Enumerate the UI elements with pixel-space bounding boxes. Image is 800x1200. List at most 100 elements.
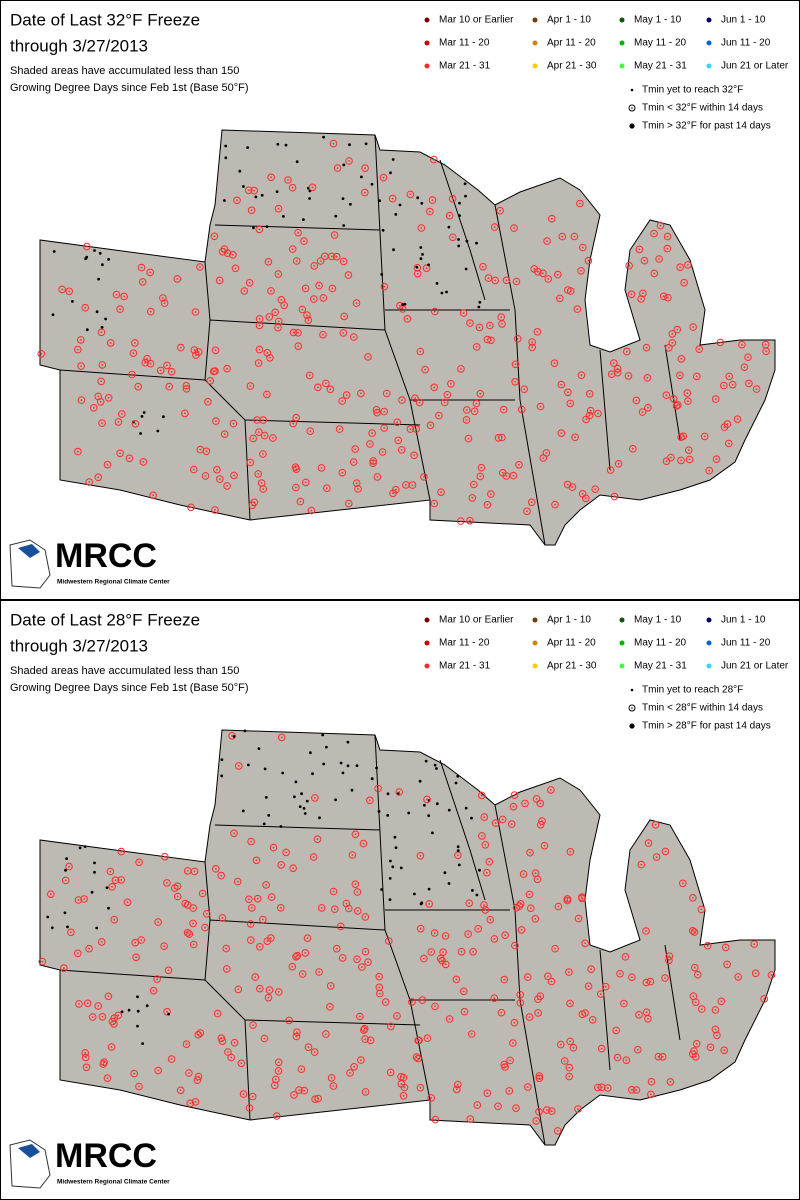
legend-swatch <box>532 40 538 46</box>
station-core <box>696 973 699 976</box>
station-dot <box>267 814 271 817</box>
legend-swatch <box>424 663 430 669</box>
station-core <box>672 397 675 400</box>
station-dot <box>370 182 374 186</box>
station-ring <box>60 964 68 972</box>
state-border <box>599 949 611 1071</box>
station-ring <box>256 943 264 951</box>
station-ring <box>80 895 88 903</box>
station-core <box>306 937 309 940</box>
station-ring <box>117 847 126 856</box>
station-core <box>476 1104 479 1106</box>
station-ring <box>462 416 471 424</box>
station-ring <box>335 425 344 433</box>
station-ring <box>430 383 439 392</box>
station-core <box>588 414 591 417</box>
station-ring <box>131 339 139 347</box>
station-dot <box>282 215 285 218</box>
station-core <box>253 189 256 192</box>
station-core <box>184 902 187 905</box>
station-dot <box>295 160 299 164</box>
station-core <box>263 1037 266 1040</box>
station-dot <box>220 758 224 761</box>
legend-swatch <box>706 40 712 46</box>
station-ring <box>173 892 182 901</box>
state-border <box>439 159 486 301</box>
station-core <box>679 266 681 269</box>
station-ring <box>711 395 720 403</box>
logo-lakes <box>18 1144 40 1158</box>
station-ring <box>181 899 189 908</box>
station-core <box>510 823 513 825</box>
station-core <box>486 871 488 874</box>
station-core <box>472 483 475 486</box>
station-ring <box>139 458 148 466</box>
station-core <box>101 1015 104 1018</box>
station-core <box>650 1080 653 1083</box>
station-core <box>272 437 274 439</box>
station-core <box>536 878 539 881</box>
station-core <box>277 991 280 993</box>
station-ring <box>490 935 499 943</box>
station-ring <box>473 1101 482 1109</box>
station-core <box>680 357 683 360</box>
station-core <box>258 431 260 434</box>
legend-label: Apr 1 - 10 <box>547 615 591 626</box>
station-ring <box>248 1092 257 1101</box>
station-ring <box>420 954 428 963</box>
station-core <box>114 879 117 882</box>
station-core <box>297 345 300 348</box>
station-core <box>329 985 332 987</box>
station-core <box>430 951 433 953</box>
station-dot <box>419 246 423 249</box>
station-core <box>345 902 348 905</box>
station-core <box>260 482 263 484</box>
station-core <box>256 897 259 900</box>
station-ring <box>231 264 240 273</box>
station-core <box>641 411 644 413</box>
station-ring <box>466 516 474 525</box>
station-core <box>78 1003 80 1005</box>
station-core <box>616 367 619 370</box>
station-core <box>513 1021 516 1024</box>
station-core <box>226 485 229 487</box>
station-core <box>85 245 88 248</box>
station-core <box>501 323 503 325</box>
station-ring <box>566 1037 575 1046</box>
station-ring <box>767 971 776 979</box>
station-core <box>88 947 90 950</box>
station-core <box>267 260 270 263</box>
station-core <box>737 976 740 978</box>
station-ring <box>387 1022 395 1031</box>
station-ring <box>435 411 443 420</box>
station-ring <box>664 293 672 302</box>
station-core <box>223 248 226 250</box>
station-core <box>280 298 283 301</box>
station-core <box>383 410 386 413</box>
station-core <box>267 996 270 999</box>
station-core <box>339 925 342 928</box>
station-core <box>402 1094 405 1097</box>
station-core <box>619 972 621 975</box>
station-core <box>295 416 298 419</box>
legend-label: May 11 - 20 <box>634 638 686 649</box>
station-core <box>102 1063 105 1065</box>
station-ring <box>484 274 493 282</box>
station-core <box>157 921 160 923</box>
station-ring <box>235 762 243 770</box>
station-core <box>367 961 369 963</box>
station-ring <box>632 1086 641 1094</box>
station-ring <box>77 362 85 370</box>
station-core <box>280 736 283 739</box>
station-core <box>428 903 431 905</box>
station-ring <box>448 194 457 203</box>
station-ring <box>543 1106 551 1114</box>
station-ring <box>738 340 746 349</box>
station-core <box>676 404 679 406</box>
symbol-label: Tmin > 28°F for past 14 days <box>642 721 771 732</box>
station-core <box>137 385 140 388</box>
station-core <box>566 898 569 900</box>
station-core <box>615 1029 618 1032</box>
station-core <box>277 207 280 210</box>
station-ring <box>416 1083 425 1092</box>
